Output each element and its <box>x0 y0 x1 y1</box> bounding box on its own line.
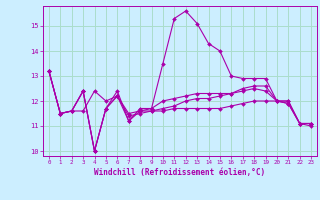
X-axis label: Windchill (Refroidissement éolien,°C): Windchill (Refroidissement éolien,°C) <box>94 168 266 177</box>
